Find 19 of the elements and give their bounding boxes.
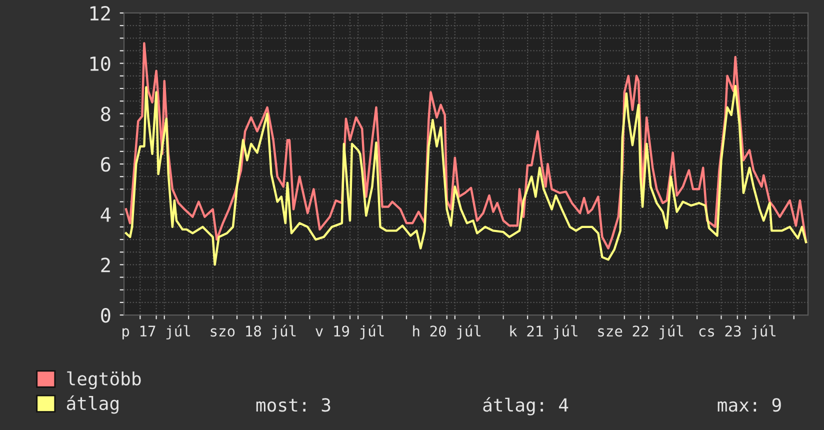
y-tick-label: 0 (101, 308, 110, 323)
legend-label: átlag (66, 395, 118, 414)
text: átlag: 4 (483, 397, 568, 416)
x-tick-label: v 19 júl (316, 324, 384, 340)
text: max: 9 (718, 398, 781, 412)
y-tick-label: 6 (101, 157, 110, 172)
x-tick-label: sze 22 júl (598, 324, 684, 340)
x-tick-label: p 17 júl (122, 324, 190, 340)
x-tick-label: szo 18 júl (210, 324, 296, 340)
text: most: 3 (256, 398, 330, 412)
y-tick-label: 10 (90, 56, 110, 72)
y-tick-label: 12 (90, 6, 110, 20)
y-tick-label: 8 (101, 106, 110, 122)
x-tick-label: h 20 júl (413, 324, 481, 340)
legend-label: legtöbb (67, 371, 141, 390)
x-tick-label: cs 23 júl (699, 324, 776, 340)
y-tick-label: 2 (101, 258, 110, 272)
x-tick-label: k 21 júl (510, 324, 578, 340)
y-tick-label: 4 (100, 208, 111, 222)
